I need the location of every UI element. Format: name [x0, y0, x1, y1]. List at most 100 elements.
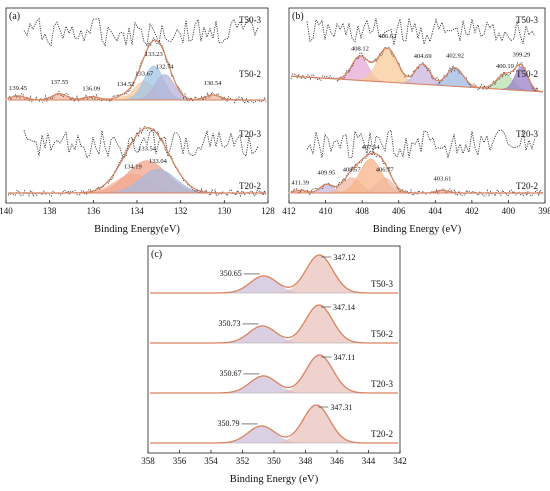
- fitted-peak: [223, 375, 304, 393]
- series-T20-3: T20-3: [306, 129, 538, 159]
- series-T20-2: 350.79 347.31 T20-2: [150, 403, 398, 444]
- peak-label: 134.52: [117, 81, 135, 88]
- series-label: T50-2: [239, 69, 261, 79]
- peak-label: 406.77: [376, 167, 395, 174]
- x-tick-label: 408: [355, 206, 369, 216]
- panel-2: (c) 358 356 354 352 350 348 346 344 342 Binding En…: [141, 245, 407, 485]
- x-axis-label: Binding Energy (eV): [373, 224, 462, 235]
- plot-frame: [147, 245, 401, 454]
- series-T20-3: 350.67 347.11 T20-3: [150, 353, 398, 394]
- series-label: T20-2: [371, 429, 393, 439]
- panel-label: (c): [151, 249, 162, 260]
- x-tick-label: 398: [538, 206, 550, 216]
- peak-label: 350.67: [219, 369, 241, 378]
- peak-label: 399.29: [512, 52, 530, 59]
- peak-label: 347.14: [333, 303, 355, 312]
- spectrum-trace: [23, 17, 259, 47]
- x-tick-label: 136: [87, 206, 101, 216]
- x-tick-label: 344: [362, 456, 376, 466]
- series-T20-2: 411.39 409.95 408.57 407.54 406.77 403.61 T20-…: [288, 144, 544, 198]
- series-T50-2: 408.12 406.62 404.69 402.92 400.19 399.29 T50-…: [290, 33, 544, 94]
- peak-label: 130.54: [204, 80, 223, 87]
- fitted-peak: [276, 405, 357, 443]
- fitted-peak: [279, 355, 360, 393]
- x-tick-label: 140: [0, 206, 13, 216]
- series-T50-2: 350.73 347.14 T50-2: [150, 303, 398, 344]
- x-tick-label: 402: [465, 206, 479, 216]
- raw-trace: [7, 126, 267, 197]
- panel-0: (a) 140 138 136 134 132 130 128 Binding Energy(e…: [0, 7, 275, 235]
- peak-label: 132.74: [156, 64, 175, 71]
- raw-trace: [290, 46, 544, 94]
- series-T50-3: T50-3: [306, 15, 538, 46]
- fitted-peak: [221, 425, 302, 443]
- fit-baseline: [290, 75, 544, 93]
- peak-label: 408.12: [351, 46, 369, 53]
- peak-label: 402.92: [446, 53, 464, 60]
- peak-label: 133.54: [138, 146, 157, 153]
- x-tick-label: 350: [267, 456, 281, 466]
- x-tick-label: 404: [429, 206, 443, 216]
- series-label: T20-2: [239, 181, 261, 191]
- peak-label: 347.11: [334, 353, 356, 362]
- series-label: T20-3: [371, 379, 393, 389]
- series-label: T50-3: [239, 15, 261, 25]
- x-tick-label: 348: [299, 456, 313, 466]
- peak-label: 404.69: [414, 53, 432, 60]
- panel-label: (b): [292, 11, 304, 22]
- peak-label: 133.67: [135, 70, 154, 77]
- series-T20-3: T20-3: [23, 129, 261, 159]
- plot-frame: [288, 7, 546, 204]
- fitted-peak: [105, 168, 211, 194]
- fitted-peak: [223, 275, 304, 293]
- panel-1: (b) 412 410 408 406 404 402 400 398 Binding Energ…: [282, 7, 550, 235]
- fit-envelope: [150, 404, 398, 444]
- fit-envelope: [150, 254, 398, 294]
- peak-label: 400.19: [496, 63, 514, 70]
- peak-label: 350.73: [219, 319, 241, 328]
- fit-envelope: [7, 39, 266, 101]
- x-tick-label: 410: [319, 206, 333, 216]
- fitted-peak: [222, 325, 303, 343]
- fit-envelope: [150, 354, 398, 394]
- series-label: T50-2: [371, 329, 393, 339]
- series-label: T20-3: [516, 129, 538, 139]
- x-tick-label: 358: [141, 456, 155, 466]
- x-tick-label: 128: [261, 206, 275, 216]
- peak-label: 409.95: [318, 170, 336, 177]
- x-tick-label: 130: [218, 206, 232, 216]
- peak-label: 403.61: [433, 175, 451, 182]
- x-tick-label: 352: [236, 456, 250, 466]
- fit-envelope: [150, 304, 398, 344]
- peak-label: 134.19: [124, 163, 142, 170]
- x-tick-label: 342: [393, 456, 407, 466]
- peak-label: 133.23: [145, 51, 163, 58]
- peak-label: 408.57: [343, 167, 362, 174]
- x-tick-label: 406: [392, 206, 406, 216]
- panel-label: (a): [9, 11, 20, 22]
- raw-trace: [290, 149, 544, 198]
- peak-label: 137.55: [51, 79, 69, 86]
- peak-label: 136.09: [82, 86, 100, 93]
- x-tick-label: 138: [43, 206, 57, 216]
- x-tick-label: 134: [130, 206, 144, 216]
- fitted-peak: [278, 305, 360, 343]
- series-label: T20-3: [239, 129, 261, 139]
- series-label: T50-2: [516, 69, 538, 79]
- x-tick-label: 400: [502, 206, 516, 216]
- x-axis-label: Binding Energy(eV): [94, 224, 180, 235]
- peak-label: 347.12: [333, 253, 355, 262]
- spectrum-trace: [306, 18, 536, 46]
- peak-label: 407.54: [362, 144, 381, 151]
- x-tick-label: 412: [282, 206, 296, 216]
- peak-label: 406.62: [378, 33, 396, 40]
- peak-label: 411.39: [291, 179, 309, 186]
- spectrum-trace: [23, 129, 259, 159]
- raw-trace: [7, 36, 267, 104]
- peak-label: 347.31: [330, 403, 352, 412]
- series-T50-3: 350.65 347.12 T50-3: [150, 253, 398, 294]
- fitted-peak: [400, 63, 445, 86]
- series-T50-3: T50-3: [23, 15, 261, 47]
- peak-label: 350.65: [220, 269, 242, 278]
- x-axis-label: Binding Energy (eV): [230, 474, 319, 485]
